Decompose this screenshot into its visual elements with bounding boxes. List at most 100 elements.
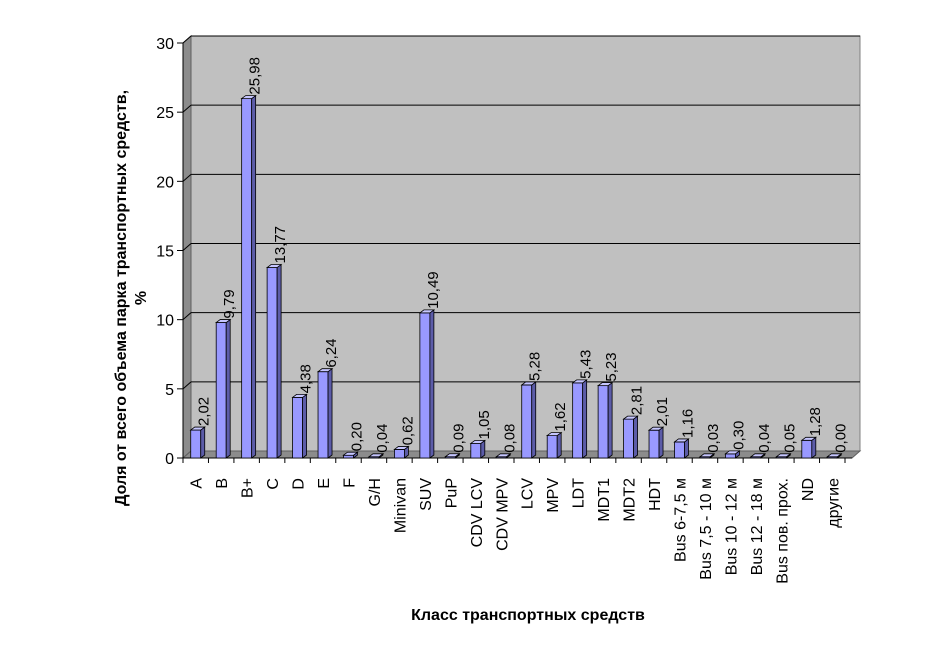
gridline-side	[182, 312, 192, 321]
x-tick-label: CDV LCV	[469, 478, 486, 548]
value-label: 2,81	[629, 386, 646, 415]
bar-top	[469, 440, 487, 444]
value-label: 0,08	[501, 424, 518, 453]
bar-side	[658, 426, 664, 459]
bar-side	[302, 393, 307, 459]
x-tick-label: HDT	[647, 478, 664, 511]
bar-front	[623, 418, 634, 459]
bar	[240, 94, 257, 459]
value-label: 0,62	[399, 416, 416, 445]
bar-top	[418, 309, 436, 314]
x-tick-label: G/H	[367, 478, 384, 506]
x-tick-label: Minivan	[392, 478, 409, 533]
x-tick-label: другие	[825, 478, 842, 528]
gridline-side	[182, 104, 192, 113]
value-label: 0,09	[450, 424, 467, 453]
bar-top	[749, 453, 767, 458]
value-label: 2,02	[196, 397, 213, 426]
bar-side	[811, 436, 817, 459]
x-tick-label: PuP	[443, 478, 460, 508]
y-axis-title: Доля от всего объема парка транспортных …	[113, 90, 130, 506]
bar-top	[647, 426, 665, 431]
bar-front	[292, 397, 303, 459]
bar	[316, 367, 334, 459]
x-tick-labels: A B B+ C D E F G/H Minivan SUV PuP CDV LCV CDV MPV LC…	[182, 458, 846, 584]
bar-top	[571, 379, 588, 384]
bar	[444, 452, 461, 459]
bar-front	[648, 429, 660, 459]
bar-top	[800, 436, 818, 441]
bar	[520, 381, 537, 459]
x-tick-label: Bus 6-7,5 м	[673, 478, 690, 562]
bars	[189, 94, 843, 459]
bar	[622, 415, 639, 459]
x-tick-label: CDV MPV	[494, 478, 511, 551]
value-label: 2,01	[654, 397, 671, 426]
bar	[673, 438, 690, 459]
bar	[265, 263, 283, 459]
bar	[495, 452, 512, 459]
bar-front	[801, 439, 813, 459]
bar	[775, 452, 792, 459]
bar-front	[546, 435, 558, 459]
x-tick-label: SUV	[418, 478, 435, 511]
bar-side	[276, 263, 282, 459]
bar	[291, 393, 308, 459]
x-tick-label: Bus пов. прох.	[774, 478, 791, 584]
value-label: 5,43	[578, 350, 595, 379]
x-tick-label: MDT2	[622, 478, 639, 522]
bar-front	[725, 453, 736, 459]
bar-top	[444, 453, 461, 458]
bar-front	[241, 98, 253, 459]
bar	[342, 451, 359, 459]
value-label: 0,05	[781, 424, 798, 453]
y-tick-label: 20	[156, 174, 174, 191]
x-tick-label: A	[189, 478, 206, 489]
x-tick-label: C	[265, 478, 282, 490]
bar-top	[393, 446, 410, 450]
y-tick-label: 10	[156, 313, 174, 330]
x-tick-label: B	[214, 478, 231, 489]
value-label: 9,79	[221, 289, 238, 318]
bar-front	[215, 322, 227, 459]
value-label: 0,20	[349, 422, 366, 451]
y-tick-label: 15	[156, 244, 174, 261]
bar	[545, 431, 563, 459]
bar-front	[521, 384, 533, 459]
x-tick-label: MDT1	[596, 478, 613, 522]
bar-side	[200, 426, 206, 459]
bar-front	[470, 443, 482, 459]
bar-side	[531, 381, 537, 459]
x-tick-label: ND	[800, 478, 817, 501]
x-tick-label: Bus 12 - 18 м	[749, 478, 766, 575]
gridline-side	[182, 35, 192, 44]
bar-side	[225, 318, 231, 459]
bar	[826, 452, 843, 459]
value-labels: 2,02 9,79 25,98 13,77 4,38 6,24 0,20 0,04 0,62 10…	[196, 57, 850, 453]
x-tick-label: LCV	[520, 478, 537, 509]
bar	[698, 452, 716, 459]
bar-front	[674, 441, 685, 459]
bar-top	[622, 415, 639, 420]
bar-front	[572, 382, 584, 459]
bar	[800, 436, 818, 459]
bar	[749, 452, 767, 459]
value-label: 5,28	[527, 352, 544, 381]
bar-top	[596, 382, 614, 387]
x-axis-title: Класс транспортных средств	[411, 607, 645, 624]
bar-top	[316, 368, 334, 373]
value-label: 0,04	[756, 424, 773, 453]
bar-side	[633, 415, 638, 459]
value-label: 0,04	[374, 424, 391, 453]
bar-top	[342, 451, 359, 456]
value-label: 25,98	[247, 57, 264, 95]
bar-front	[190, 429, 202, 459]
bar-side	[429, 309, 435, 459]
bar-side	[607, 381, 613, 459]
bar-top	[291, 394, 308, 398]
x-tick-label: F	[342, 478, 359, 488]
value-label: 4,38	[298, 364, 315, 393]
bar-top	[240, 95, 257, 100]
bar-side	[556, 431, 562, 459]
bar-front	[419, 312, 431, 459]
